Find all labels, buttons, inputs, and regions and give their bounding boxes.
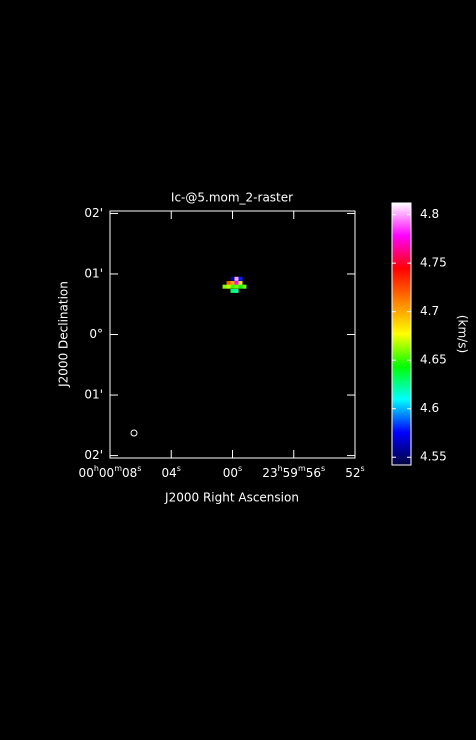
pixel bbox=[234, 288, 239, 293]
colorbar-tick-label: 4.6 bbox=[420, 401, 439, 415]
x-tick-label: 23h59m56s bbox=[262, 464, 325, 480]
pixel bbox=[234, 284, 239, 289]
colorbar-label: (km/s) bbox=[456, 315, 470, 353]
pixel bbox=[230, 281, 235, 286]
pixel bbox=[230, 288, 235, 293]
x-tick-label: 52s bbox=[345, 464, 364, 480]
x-tick-label: 00h00m08s bbox=[79, 464, 142, 480]
plot-frame bbox=[109, 210, 356, 459]
colorbar-tick-label: 4.7 bbox=[420, 304, 439, 318]
colorbar bbox=[391, 202, 412, 466]
pixel bbox=[226, 284, 231, 289]
pixel bbox=[234, 276, 239, 281]
y-tick-label: 0° bbox=[89, 327, 103, 341]
y-tick-label: 01' bbox=[84, 266, 103, 280]
y-axis-label: J2000 Declination bbox=[57, 281, 71, 388]
colorbar-tick-label: 4.55 bbox=[420, 450, 447, 464]
pixel bbox=[230, 284, 235, 289]
pixel bbox=[234, 281, 239, 286]
pixel bbox=[226, 281, 231, 286]
pixel bbox=[238, 276, 243, 281]
y-tick-label: 02' bbox=[84, 206, 103, 220]
x-tick-label: 00s bbox=[223, 464, 242, 480]
chart-title: Ic-@5.mom_2-raster bbox=[171, 191, 293, 205]
x-tick-label: 04s bbox=[162, 464, 181, 480]
pixel bbox=[230, 276, 235, 281]
y-tick-label: 02' bbox=[84, 448, 103, 462]
pixel bbox=[238, 281, 243, 286]
colorbar-tick-label: 4.65 bbox=[420, 353, 447, 367]
pixel bbox=[242, 284, 247, 289]
x-axis-label: J2000 Right Ascension bbox=[164, 491, 299, 505]
pixel bbox=[222, 284, 227, 289]
colorbar-tick-label: 4.75 bbox=[420, 256, 447, 270]
colorbar-tick-label: 4.8 bbox=[420, 207, 439, 221]
y-tick-label: 01' bbox=[84, 388, 103, 402]
pixel bbox=[238, 284, 243, 289]
beam bbox=[130, 429, 138, 437]
